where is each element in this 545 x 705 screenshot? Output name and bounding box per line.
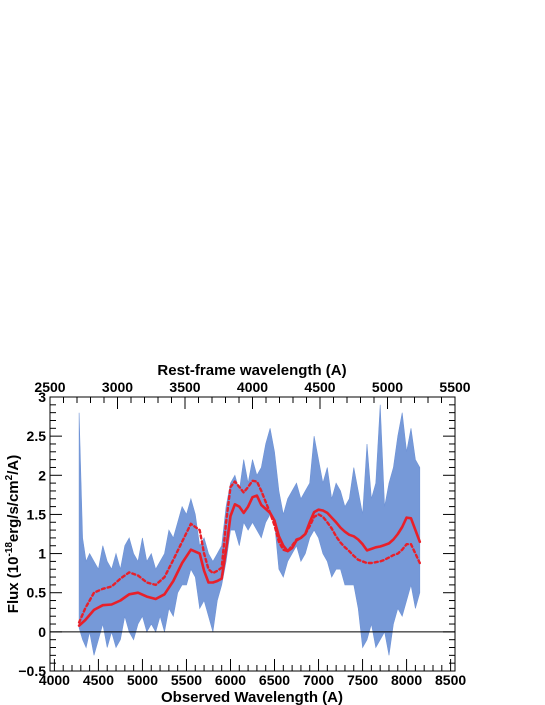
x-tick-label: 8000 (391, 672, 422, 688)
x-tick-label: 4000 (39, 672, 70, 688)
x-tick-label: 7500 (347, 672, 378, 688)
top-tick-labels: 2500 3000 3500 4000 4500 5000 5500 (34, 379, 470, 395)
x-tick-label: 5500 (171, 672, 202, 688)
x2-tick-label: 4500 (304, 379, 335, 395)
spectrum-band (78, 404, 421, 656)
y-tick-label: −0.5 (18, 663, 46, 679)
y-axis-title: Flux (10-18erg/s/cm2/A) (4, 455, 22, 613)
x2-tick-label: 2500 (34, 379, 65, 395)
y-tick-label: 1.5 (27, 506, 47, 522)
x-tick-label: 5000 (127, 672, 158, 688)
y-tick-label: 1 (38, 546, 46, 562)
x-tick-label: 6500 (259, 672, 290, 688)
model-curve-dotted (77, 479, 421, 624)
x-tick-label: 7000 (303, 672, 334, 688)
y-tick-label: 0.5 (27, 585, 47, 601)
x-axis-title: Observed Wavelength (A) (161, 689, 343, 705)
x2-tick-label: 4000 (237, 379, 268, 395)
x2-tick-label: 3500 (169, 379, 200, 395)
model-curve-solid (77, 494, 422, 627)
x2-tick-label: 5000 (372, 379, 403, 395)
y-tick-label: 3 (38, 389, 46, 405)
x-tick-label: 8500 (435, 672, 466, 688)
y-tick-label: 2 (38, 467, 46, 483)
model-curves-group (77, 479, 422, 627)
y-tick-label: 2.5 (27, 428, 47, 444)
x-tick-label: 4500 (83, 672, 114, 688)
x-tick-label: 6000 (215, 672, 246, 688)
bottom-tick-labels: 4000 4500 5000 5500 6000 6500 7000 7500 8000 8500 (39, 672, 467, 688)
x2-tick-label: 3000 (102, 379, 133, 395)
left-tick-labels: −0.5 0 0.5 1 1.5 2 2.5 3 (18, 389, 46, 679)
tick-marks (49, 396, 456, 672)
top-axis-title: Rest-frame wavelength (A) (157, 362, 346, 379)
spectrum-band-group (78, 404, 421, 656)
x2-tick-label: 5500 (439, 379, 470, 395)
y-tick-label: 0 (38, 624, 46, 640)
